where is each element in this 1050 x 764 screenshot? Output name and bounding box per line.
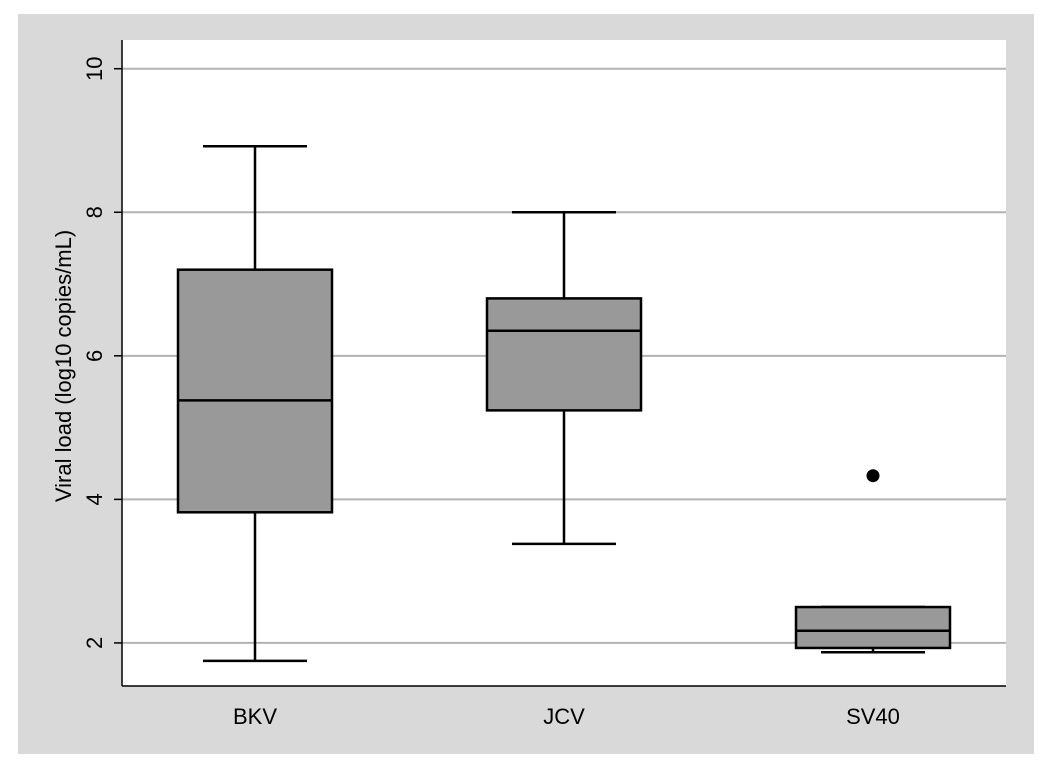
box-bkv (176, 144, 334, 663)
y-axis-title: Viral load (log10 copies/mL) (51, 230, 76, 502)
y-tick-label-6: 6 (82, 350, 107, 362)
box-sv40 (794, 469, 952, 654)
x-category-label-bkv: BKV (233, 704, 277, 729)
x-category-label-jcv: JCV (543, 704, 585, 729)
outlier-point-sv40-0 (866, 469, 880, 483)
box-jcv (485, 211, 643, 546)
y-tick-label-2: 2 (82, 637, 107, 649)
y-tick-label-10: 10 (82, 56, 107, 80)
x-category-label-sv40: SV40 (846, 704, 900, 729)
iqr-box-jcv (485, 297, 643, 412)
boxes (176, 144, 952, 663)
iqr-box-sv40 (794, 605, 952, 650)
iqr-box-bkv (176, 268, 334, 514)
axes: 2 4 6 8 10 BKV JCV SV40 (82, 40, 1006, 729)
y-tick-label-4: 4 (82, 493, 107, 505)
y-tick-label-8: 8 (82, 206, 107, 218)
